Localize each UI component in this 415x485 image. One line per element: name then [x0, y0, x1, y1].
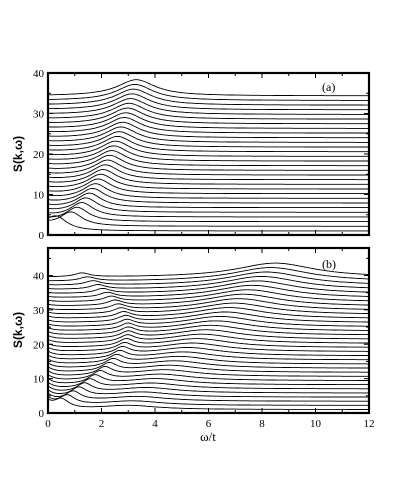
- series-curve: [47, 145, 369, 162]
- series-curve: [47, 342, 369, 352]
- series-curve: [47, 169, 369, 185]
- series-curve: [47, 324, 369, 336]
- series-curve: [47, 102, 369, 120]
- curves-panel-b: [47, 262, 370, 410]
- series-curve: [47, 329, 369, 340]
- series-curve: [47, 320, 369, 331]
- series-curve: [47, 150, 369, 167]
- series-curve: [47, 187, 369, 204]
- series-curve: [47, 353, 369, 365]
- series-curve: [47, 159, 369, 176]
- series-curve: [47, 178, 369, 195]
- ticks-panel-a: 0 10 20 30 40: [33, 68, 370, 242]
- x-tick-label: 8: [259, 418, 265, 430]
- series-curve: [47, 390, 369, 402]
- panel-a: 0 10 20 30 40 (a) S(k,ω): [11, 68, 371, 242]
- series-curve: [47, 107, 369, 125]
- series-curve: [47, 206, 369, 223]
- x-tick-label: 12: [364, 418, 375, 430]
- series-curve: [48, 211, 369, 227]
- series-curve: [47, 140, 369, 157]
- panel-label-a: (a): [322, 80, 335, 94]
- series-curve: [47, 382, 369, 394]
- x-tick-label: 6: [206, 418, 212, 430]
- series-curve: [47, 164, 369, 181]
- y-axis-label-a: S(k,ω): [11, 136, 25, 172]
- series-curve: [47, 361, 369, 373]
- series-curve: [47, 79, 369, 97]
- series-curve: [47, 135, 369, 153]
- x-axis-label: ω/t: [200, 429, 216, 444]
- series-curve: [47, 397, 369, 410]
- series-curve: [47, 378, 369, 390]
- series-curve: [47, 298, 369, 310]
- y-tick-label: 30: [33, 305, 45, 317]
- series-curve: [47, 131, 369, 148]
- y-tick-label: 40: [33, 68, 45, 80]
- y-tick-label: 10: [33, 374, 45, 386]
- series-curve: [47, 121, 369, 139]
- series-curve: [47, 357, 369, 369]
- series-curve: [47, 276, 370, 290]
- series-curve: [47, 315, 369, 327]
- series-curve: [47, 311, 369, 323]
- series-curve: [47, 192, 369, 209]
- y-tick-label: 0: [39, 408, 45, 420]
- series-curve: [48, 98, 369, 115]
- series-curve: [47, 338, 369, 348]
- curves-panel-a: [47, 79, 369, 232]
- series-curve: [47, 280, 369, 294]
- panel-label-b: (b): [322, 257, 336, 271]
- series-curve: [47, 284, 370, 298]
- series-curve: [47, 349, 369, 361]
- series-curve: [47, 262, 369, 278]
- series-curve: [47, 126, 369, 143]
- y-tick-label: 20: [33, 149, 45, 161]
- x-tick-label: 4: [152, 418, 158, 430]
- series-curve: [47, 202, 369, 218]
- series-curve: [47, 302, 370, 315]
- x-tick-label: 10: [310, 418, 322, 430]
- y-tick-label: 30: [33, 109, 45, 121]
- series-curve: [47, 366, 369, 377]
- y-tick-label: 20: [33, 339, 45, 351]
- series-curve: [47, 267, 370, 282]
- series-curve: [48, 117, 369, 134]
- x-tick-label: 2: [99, 418, 105, 430]
- y-axis-label-b: S(k,ω): [11, 312, 25, 348]
- series-curve: [47, 370, 369, 381]
- series-curve: [47, 333, 369, 344]
- series-curve: [47, 173, 369, 190]
- series-curve: [47, 386, 369, 398]
- x-tick-label: 0: [45, 418, 51, 430]
- series-curve: [47, 154, 369, 171]
- series-curve: [48, 112, 369, 129]
- series-curve: [47, 289, 370, 302]
- plot-frame-a: [46, 71, 371, 237]
- series-curve: [47, 197, 369, 213]
- series-curve: [48, 271, 370, 286]
- y-tick-label: 0: [39, 230, 45, 242]
- y-tick-label: 40: [33, 271, 45, 283]
- series-curve: [47, 183, 369, 199]
- series-curve: [47, 293, 369, 306]
- series-curve: [47, 394, 369, 406]
- y-tick-label: 10: [33, 190, 45, 202]
- panel-b: 0 2 4 6 8 10 12 0 10 20 30 40 (b) S(k,ω) ω/t: [11, 246, 375, 444]
- series-curve: [48, 88, 369, 106]
- series-curve: [48, 83, 369, 101]
- ticks-panel-b: 0 2 4 6 8 10 12 0 10 20 30 40: [33, 248, 375, 430]
- series-curve: [47, 307, 369, 319]
- series-curve: [47, 374, 369, 386]
- series-curve: [48, 93, 369, 111]
- series-curve: [47, 345, 369, 356]
